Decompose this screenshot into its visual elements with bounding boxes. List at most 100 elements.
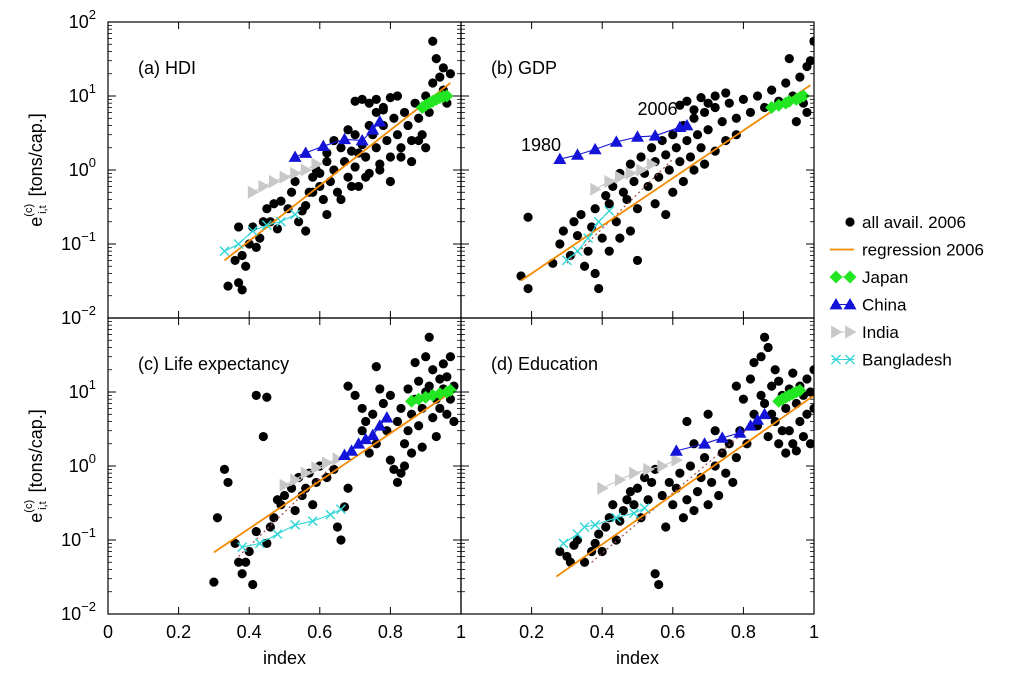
point-all: [428, 36, 438, 46]
point-china: [669, 444, 683, 456]
point-all: [597, 546, 607, 557]
point-bangladesh: [579, 521, 590, 532]
point-all: [654, 172, 664, 182]
point-all: [661, 150, 671, 160]
point-all: [721, 88, 731, 98]
x-tick-label: 0.6: [307, 622, 332, 642]
point-all: [731, 452, 741, 463]
point-all: [696, 472, 706, 483]
point-all: [629, 500, 639, 510]
point-all: [650, 569, 660, 579]
point-all: [639, 472, 650, 483]
point-all: [611, 217, 621, 227]
point-india: [269, 174, 281, 188]
point-all: [357, 403, 367, 414]
point-all: [364, 98, 374, 108]
x-axis-title: index: [616, 648, 659, 668]
point-all: [428, 413, 438, 423]
x-tick-label: 0: [103, 622, 113, 642]
point-all: [230, 255, 240, 266]
point-all: [290, 176, 300, 187]
legend-label: Japan: [862, 268, 908, 287]
point-all: [403, 384, 413, 394]
point-all: [682, 495, 692, 505]
point-all: [406, 156, 417, 167]
point-bangladesh: [335, 504, 346, 515]
point-china: [758, 407, 772, 420]
point-all: [668, 500, 678, 510]
point-all: [392, 130, 403, 140]
point-all: [692, 487, 703, 497]
point-all: [350, 130, 360, 140]
point-all: [350, 390, 360, 400]
point-all: [283, 204, 293, 214]
y-tick-label: 10−2: [61, 599, 96, 624]
legend-swatch: [831, 325, 843, 339]
point-all: [784, 426, 794, 436]
panel-1: (a) HDI: [107, 21, 462, 319]
point-all: [788, 368, 798, 378]
point-india: [614, 170, 627, 184]
point-all: [399, 107, 410, 118]
point-india: [646, 157, 659, 171]
point-all: [601, 191, 611, 201]
point-bangladesh: [558, 538, 569, 549]
y-tick-exponent: −2: [81, 303, 96, 318]
point-all: [354, 181, 364, 192]
point-all: [410, 357, 420, 368]
point-all: [759, 332, 770, 342]
x-tick-label: 0.4: [590, 622, 615, 642]
regression-line: [555, 394, 814, 578]
point-all: [703, 98, 713, 108]
point-all: [650, 199, 660, 209]
point-all: [403, 426, 413, 436]
point-china: [631, 130, 644, 142]
point-all: [406, 448, 417, 458]
point-all: [622, 495, 632, 505]
point-all: [336, 143, 346, 153]
point-china: [380, 411, 394, 423]
point-all: [710, 91, 720, 101]
point-all: [399, 439, 410, 449]
point-all: [731, 113, 741, 123]
point-india: [311, 157, 323, 171]
point-all: [579, 557, 590, 567]
point-china: [338, 132, 352, 145]
y-tick-exponent: 2: [89, 7, 96, 22]
y-tick-base: 10: [69, 160, 89, 180]
point-all: [791, 446, 801, 456]
point-all: [717, 448, 727, 458]
point-all: [763, 431, 773, 442]
point-japan: [796, 89, 810, 103]
point-all: [594, 283, 604, 294]
point-all: [343, 125, 353, 135]
x-tick-label: 1: [456, 622, 466, 642]
legend-swatch: [843, 270, 857, 284]
point-all: [410, 98, 420, 108]
y-axis-title: e(c) i,t [tons/cap.]: [23, 113, 49, 226]
point-india: [321, 456, 334, 470]
point-all: [774, 376, 784, 386]
point-all: [357, 426, 367, 436]
point-all: [622, 194, 632, 205]
point-all: [301, 226, 311, 236]
point-china: [345, 444, 359, 456]
point-all: [802, 374, 812, 384]
point-all: [657, 490, 667, 501]
point-all: [301, 201, 311, 211]
legend-swatch: [845, 217, 855, 227]
point-all: [675, 468, 685, 478]
point-all: [714, 490, 724, 501]
point-all: [403, 120, 413, 131]
point-all: [223, 477, 233, 488]
point-all: [361, 172, 371, 182]
point-all: [406, 135, 417, 146]
point-all: [763, 342, 773, 353]
point-all: [604, 513, 614, 523]
point-india: [258, 179, 270, 193]
point-all: [678, 513, 688, 523]
point-all: [329, 165, 339, 175]
point-all: [262, 392, 272, 402]
point-bangladesh: [233, 239, 244, 249]
legend-label: Bangladesh: [862, 351, 952, 370]
